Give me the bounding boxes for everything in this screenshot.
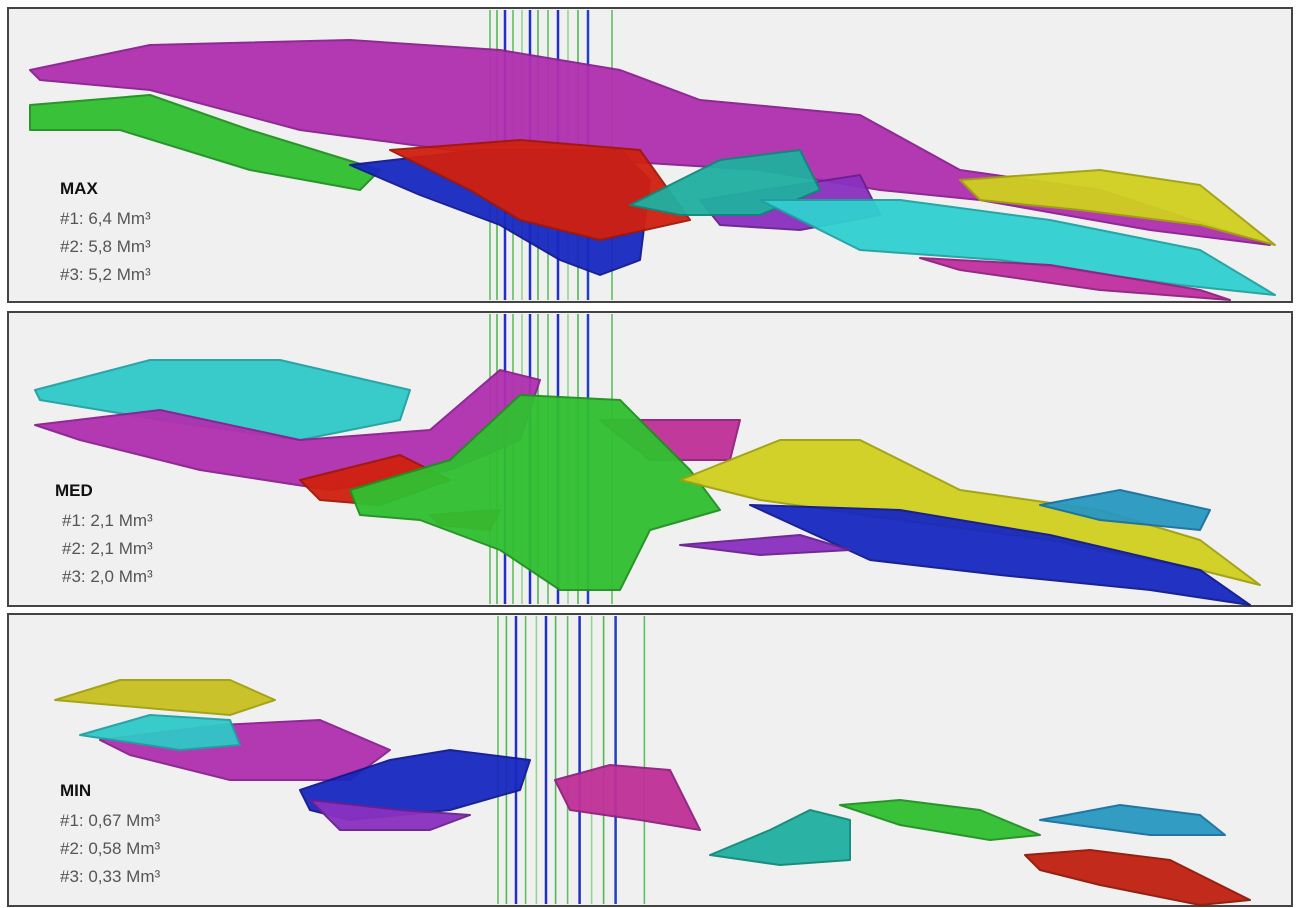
volume: #2: 0,58 Mm³ — [60, 839, 160, 858]
volume: #1: 0,67 Mm³ — [60, 811, 160, 830]
panel-label: MIN — [60, 781, 91, 800]
geobodies — [34, 359, 1261, 606]
volume: #1: 2,1 Mm³ — [62, 511, 153, 530]
volume: #3: 5,2 Mm³ — [60, 265, 151, 284]
volume: #1: 6,4 Mm³ — [60, 209, 151, 228]
volume: #2: 2,1 Mm³ — [62, 539, 153, 558]
panel-label: MED — [55, 481, 93, 500]
volume: #3: 0,33 Mm³ — [60, 867, 160, 886]
geobodies — [54, 679, 1251, 906]
panel-label: MAX — [60, 179, 98, 198]
volume: #3: 2,0 Mm³ — [62, 567, 153, 586]
geobodies — [29, 39, 1276, 301]
volume: #2: 5,8 Mm³ — [60, 237, 151, 256]
